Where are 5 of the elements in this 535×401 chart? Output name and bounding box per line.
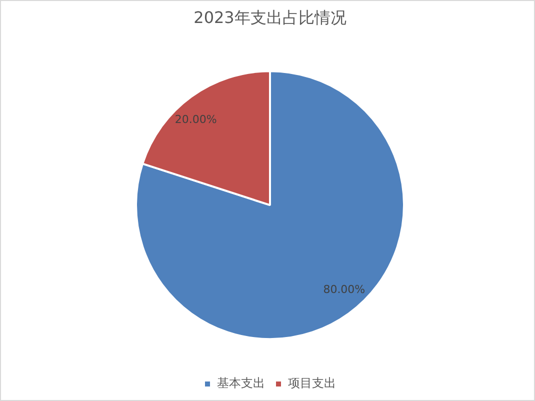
- legend-label: 项目支出: [288, 376, 336, 390]
- legend-label: 基本支出: [217, 376, 265, 390]
- data-label: 80.00%: [323, 283, 366, 296]
- data-label: 20.00%: [174, 112, 217, 126]
- chart-title: 2023年支出占比情况: [194, 8, 346, 27]
